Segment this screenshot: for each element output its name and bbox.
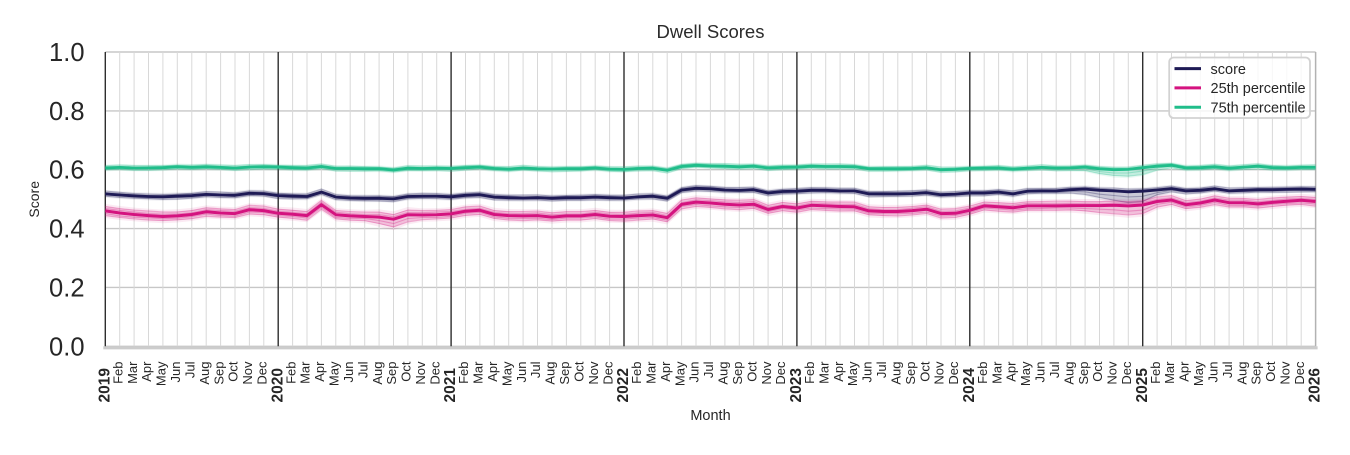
svg-text:2022: 2022 <box>615 368 632 402</box>
svg-text:Jun: Jun <box>1205 362 1220 383</box>
svg-text:Sep: Sep <box>1249 362 1264 385</box>
svg-text:0.8: 0.8 <box>49 98 84 126</box>
svg-text:Dec: Dec <box>1119 361 1134 385</box>
svg-text:Month: Month <box>690 408 730 424</box>
svg-text:0.4: 0.4 <box>49 216 84 244</box>
svg-text:Jul: Jul <box>182 361 197 378</box>
svg-text:Nov: Nov <box>1105 361 1120 385</box>
svg-text:Aug: Aug <box>197 362 212 385</box>
svg-text:Apr: Apr <box>312 361 327 382</box>
svg-text:Mar: Mar <box>1162 361 1177 384</box>
svg-text:Nov: Nov <box>413 361 428 385</box>
svg-text:Nov: Nov <box>586 361 601 385</box>
svg-text:2023: 2023 <box>788 368 805 403</box>
svg-text:Nov: Nov <box>1278 361 1293 385</box>
svg-text:Oct: Oct <box>226 361 241 382</box>
svg-text:Nov: Nov <box>759 361 774 385</box>
svg-text:0.6: 0.6 <box>49 157 84 185</box>
svg-text:Aug: Aug <box>889 362 904 385</box>
svg-text:Oct: Oct <box>1263 361 1278 382</box>
svg-text:Dec: Dec <box>255 361 270 385</box>
svg-text:Apr: Apr <box>658 361 673 382</box>
svg-text:1.0: 1.0 <box>49 39 84 67</box>
svg-text:Feb: Feb <box>975 362 990 384</box>
svg-text:Apr: Apr <box>1177 361 1192 382</box>
svg-text:Jun: Jun <box>341 362 356 383</box>
svg-text:0.2: 0.2 <box>49 274 84 302</box>
svg-text:Dec: Dec <box>600 361 615 385</box>
svg-text:May: May <box>154 361 169 386</box>
svg-text:Mar: Mar <box>989 361 1004 384</box>
svg-text:Feb: Feb <box>283 362 298 384</box>
svg-text:Nov: Nov <box>932 361 947 385</box>
svg-text:Score: Score <box>26 181 42 218</box>
svg-text:Dwell Scores: Dwell Scores <box>657 21 765 42</box>
svg-text:Jun: Jun <box>860 362 875 383</box>
svg-text:Sep: Sep <box>211 362 226 385</box>
svg-text:Dec: Dec <box>1292 361 1307 385</box>
svg-text:0.0: 0.0 <box>49 333 84 361</box>
svg-text:Jul: Jul <box>1220 361 1235 378</box>
svg-text:Dec: Dec <box>427 361 442 385</box>
svg-text:Dec: Dec <box>773 361 788 385</box>
svg-text:25th percentile: 25th percentile <box>1211 81 1306 97</box>
svg-text:2024: 2024 <box>961 368 978 403</box>
svg-text:2021: 2021 <box>442 368 459 403</box>
svg-text:Oct: Oct <box>917 361 932 382</box>
svg-text:Jul: Jul <box>528 361 543 378</box>
svg-text:May: May <box>1191 361 1206 386</box>
svg-text:Aug: Aug <box>543 362 558 385</box>
svg-text:Jun: Jun <box>687 362 702 383</box>
svg-text:Sep: Sep <box>557 362 572 385</box>
svg-text:Jul: Jul <box>701 361 716 378</box>
svg-text:Sep: Sep <box>903 362 918 385</box>
svg-text:2025: 2025 <box>1134 368 1151 403</box>
svg-text:May: May <box>672 361 687 386</box>
svg-text:Jun: Jun <box>514 362 529 383</box>
svg-text:Oct: Oct <box>399 361 414 382</box>
svg-text:Sep: Sep <box>384 362 399 385</box>
svg-text:Mar: Mar <box>816 361 831 384</box>
svg-text:Dec: Dec <box>946 361 961 385</box>
svg-text:Aug: Aug <box>1234 362 1249 385</box>
svg-text:75th percentile: 75th percentile <box>1211 101 1306 117</box>
svg-text:Jun: Jun <box>168 362 183 383</box>
svg-text:Feb: Feb <box>1148 362 1163 384</box>
svg-text:Jul: Jul <box>355 361 370 378</box>
svg-text:Feb: Feb <box>110 362 125 384</box>
svg-text:Mar: Mar <box>125 361 140 384</box>
svg-text:Jun: Jun <box>1033 362 1048 383</box>
svg-text:2019: 2019 <box>96 368 113 403</box>
svg-text:Apr: Apr <box>1004 361 1019 382</box>
svg-text:2020: 2020 <box>269 368 286 402</box>
svg-text:May: May <box>327 361 342 386</box>
svg-text:May: May <box>499 361 514 386</box>
svg-text:Jul: Jul <box>874 361 889 378</box>
svg-text:Feb: Feb <box>629 362 644 384</box>
svg-text:Mar: Mar <box>471 361 486 384</box>
svg-text:Aug: Aug <box>716 362 731 385</box>
svg-text:Sep: Sep <box>1076 362 1091 385</box>
svg-text:Apr: Apr <box>485 361 500 382</box>
svg-text:Jul: Jul <box>1047 361 1062 378</box>
svg-text:Oct: Oct <box>744 361 759 382</box>
svg-text:Oct: Oct <box>572 361 587 382</box>
svg-text:Nov: Nov <box>240 361 255 385</box>
svg-text:2026: 2026 <box>1307 368 1324 403</box>
svg-text:May: May <box>845 361 860 386</box>
svg-text:Aug: Aug <box>370 362 385 385</box>
svg-text:Apr: Apr <box>139 361 154 382</box>
svg-text:Oct: Oct <box>1090 361 1105 382</box>
svg-text:Aug: Aug <box>1061 362 1076 385</box>
svg-text:Sep: Sep <box>730 362 745 385</box>
svg-text:score: score <box>1211 62 1246 78</box>
svg-text:Feb: Feb <box>456 362 471 384</box>
svg-text:Mar: Mar <box>644 361 659 384</box>
svg-text:May: May <box>1018 361 1033 386</box>
svg-text:Feb: Feb <box>802 362 817 384</box>
svg-text:Mar: Mar <box>298 361 313 384</box>
svg-text:Apr: Apr <box>831 361 846 382</box>
